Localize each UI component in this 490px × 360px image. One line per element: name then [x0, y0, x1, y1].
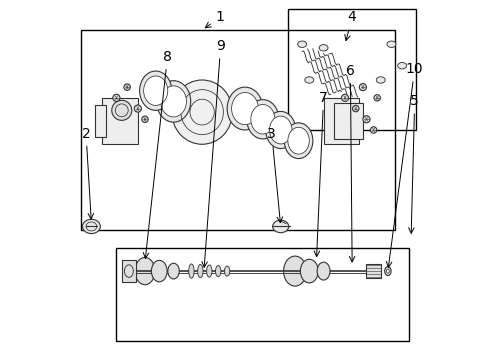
Bar: [81, 30, 395, 230]
Ellipse shape: [284, 123, 313, 158]
Circle shape: [352, 105, 359, 112]
Ellipse shape: [266, 111, 296, 149]
Bar: [102, 98, 138, 144]
Ellipse shape: [151, 260, 167, 282]
Text: 8: 8: [143, 50, 172, 258]
Bar: [117, 248, 409, 341]
Bar: [288, 9, 416, 130]
Ellipse shape: [398, 63, 407, 69]
Ellipse shape: [272, 220, 289, 233]
Bar: [95, 105, 106, 137]
Text: 1: 1: [205, 10, 224, 28]
Ellipse shape: [288, 127, 309, 154]
Ellipse shape: [227, 87, 263, 130]
Ellipse shape: [82, 219, 100, 234]
Ellipse shape: [197, 265, 203, 278]
Ellipse shape: [224, 266, 230, 276]
Ellipse shape: [270, 116, 292, 144]
Ellipse shape: [317, 262, 330, 280]
Circle shape: [342, 94, 348, 102]
Text: 5: 5: [409, 94, 419, 233]
Ellipse shape: [387, 41, 396, 48]
Bar: [367, 264, 381, 278]
Ellipse shape: [376, 77, 385, 83]
Ellipse shape: [140, 71, 172, 111]
Text: 9: 9: [202, 39, 225, 267]
Circle shape: [112, 100, 132, 120]
Ellipse shape: [387, 269, 390, 273]
Ellipse shape: [251, 104, 275, 134]
Ellipse shape: [298, 41, 307, 48]
Ellipse shape: [172, 80, 232, 144]
Bar: [323, 98, 359, 144]
Ellipse shape: [300, 259, 318, 283]
Ellipse shape: [284, 256, 306, 286]
Ellipse shape: [156, 81, 191, 122]
Ellipse shape: [319, 45, 328, 51]
Ellipse shape: [144, 76, 168, 105]
Ellipse shape: [189, 264, 194, 278]
Text: 7: 7: [314, 91, 328, 257]
Ellipse shape: [305, 77, 314, 83]
Circle shape: [374, 95, 380, 101]
Ellipse shape: [232, 93, 258, 125]
Ellipse shape: [135, 257, 155, 285]
Ellipse shape: [161, 86, 186, 117]
Bar: [122, 260, 136, 282]
Circle shape: [363, 116, 370, 123]
Ellipse shape: [216, 266, 221, 276]
Ellipse shape: [385, 267, 391, 275]
Circle shape: [359, 84, 367, 91]
Ellipse shape: [247, 100, 279, 139]
Circle shape: [134, 105, 142, 112]
Text: 4: 4: [345, 10, 357, 41]
Text: 3: 3: [268, 127, 283, 222]
Text: 2: 2: [82, 127, 94, 219]
Ellipse shape: [207, 265, 212, 277]
Circle shape: [370, 127, 377, 133]
Text: 6: 6: [346, 64, 355, 262]
Text: 10: 10: [387, 62, 423, 267]
Circle shape: [142, 116, 148, 122]
Bar: [334, 103, 363, 139]
Circle shape: [124, 84, 130, 90]
Ellipse shape: [168, 263, 179, 279]
Circle shape: [113, 94, 120, 102]
